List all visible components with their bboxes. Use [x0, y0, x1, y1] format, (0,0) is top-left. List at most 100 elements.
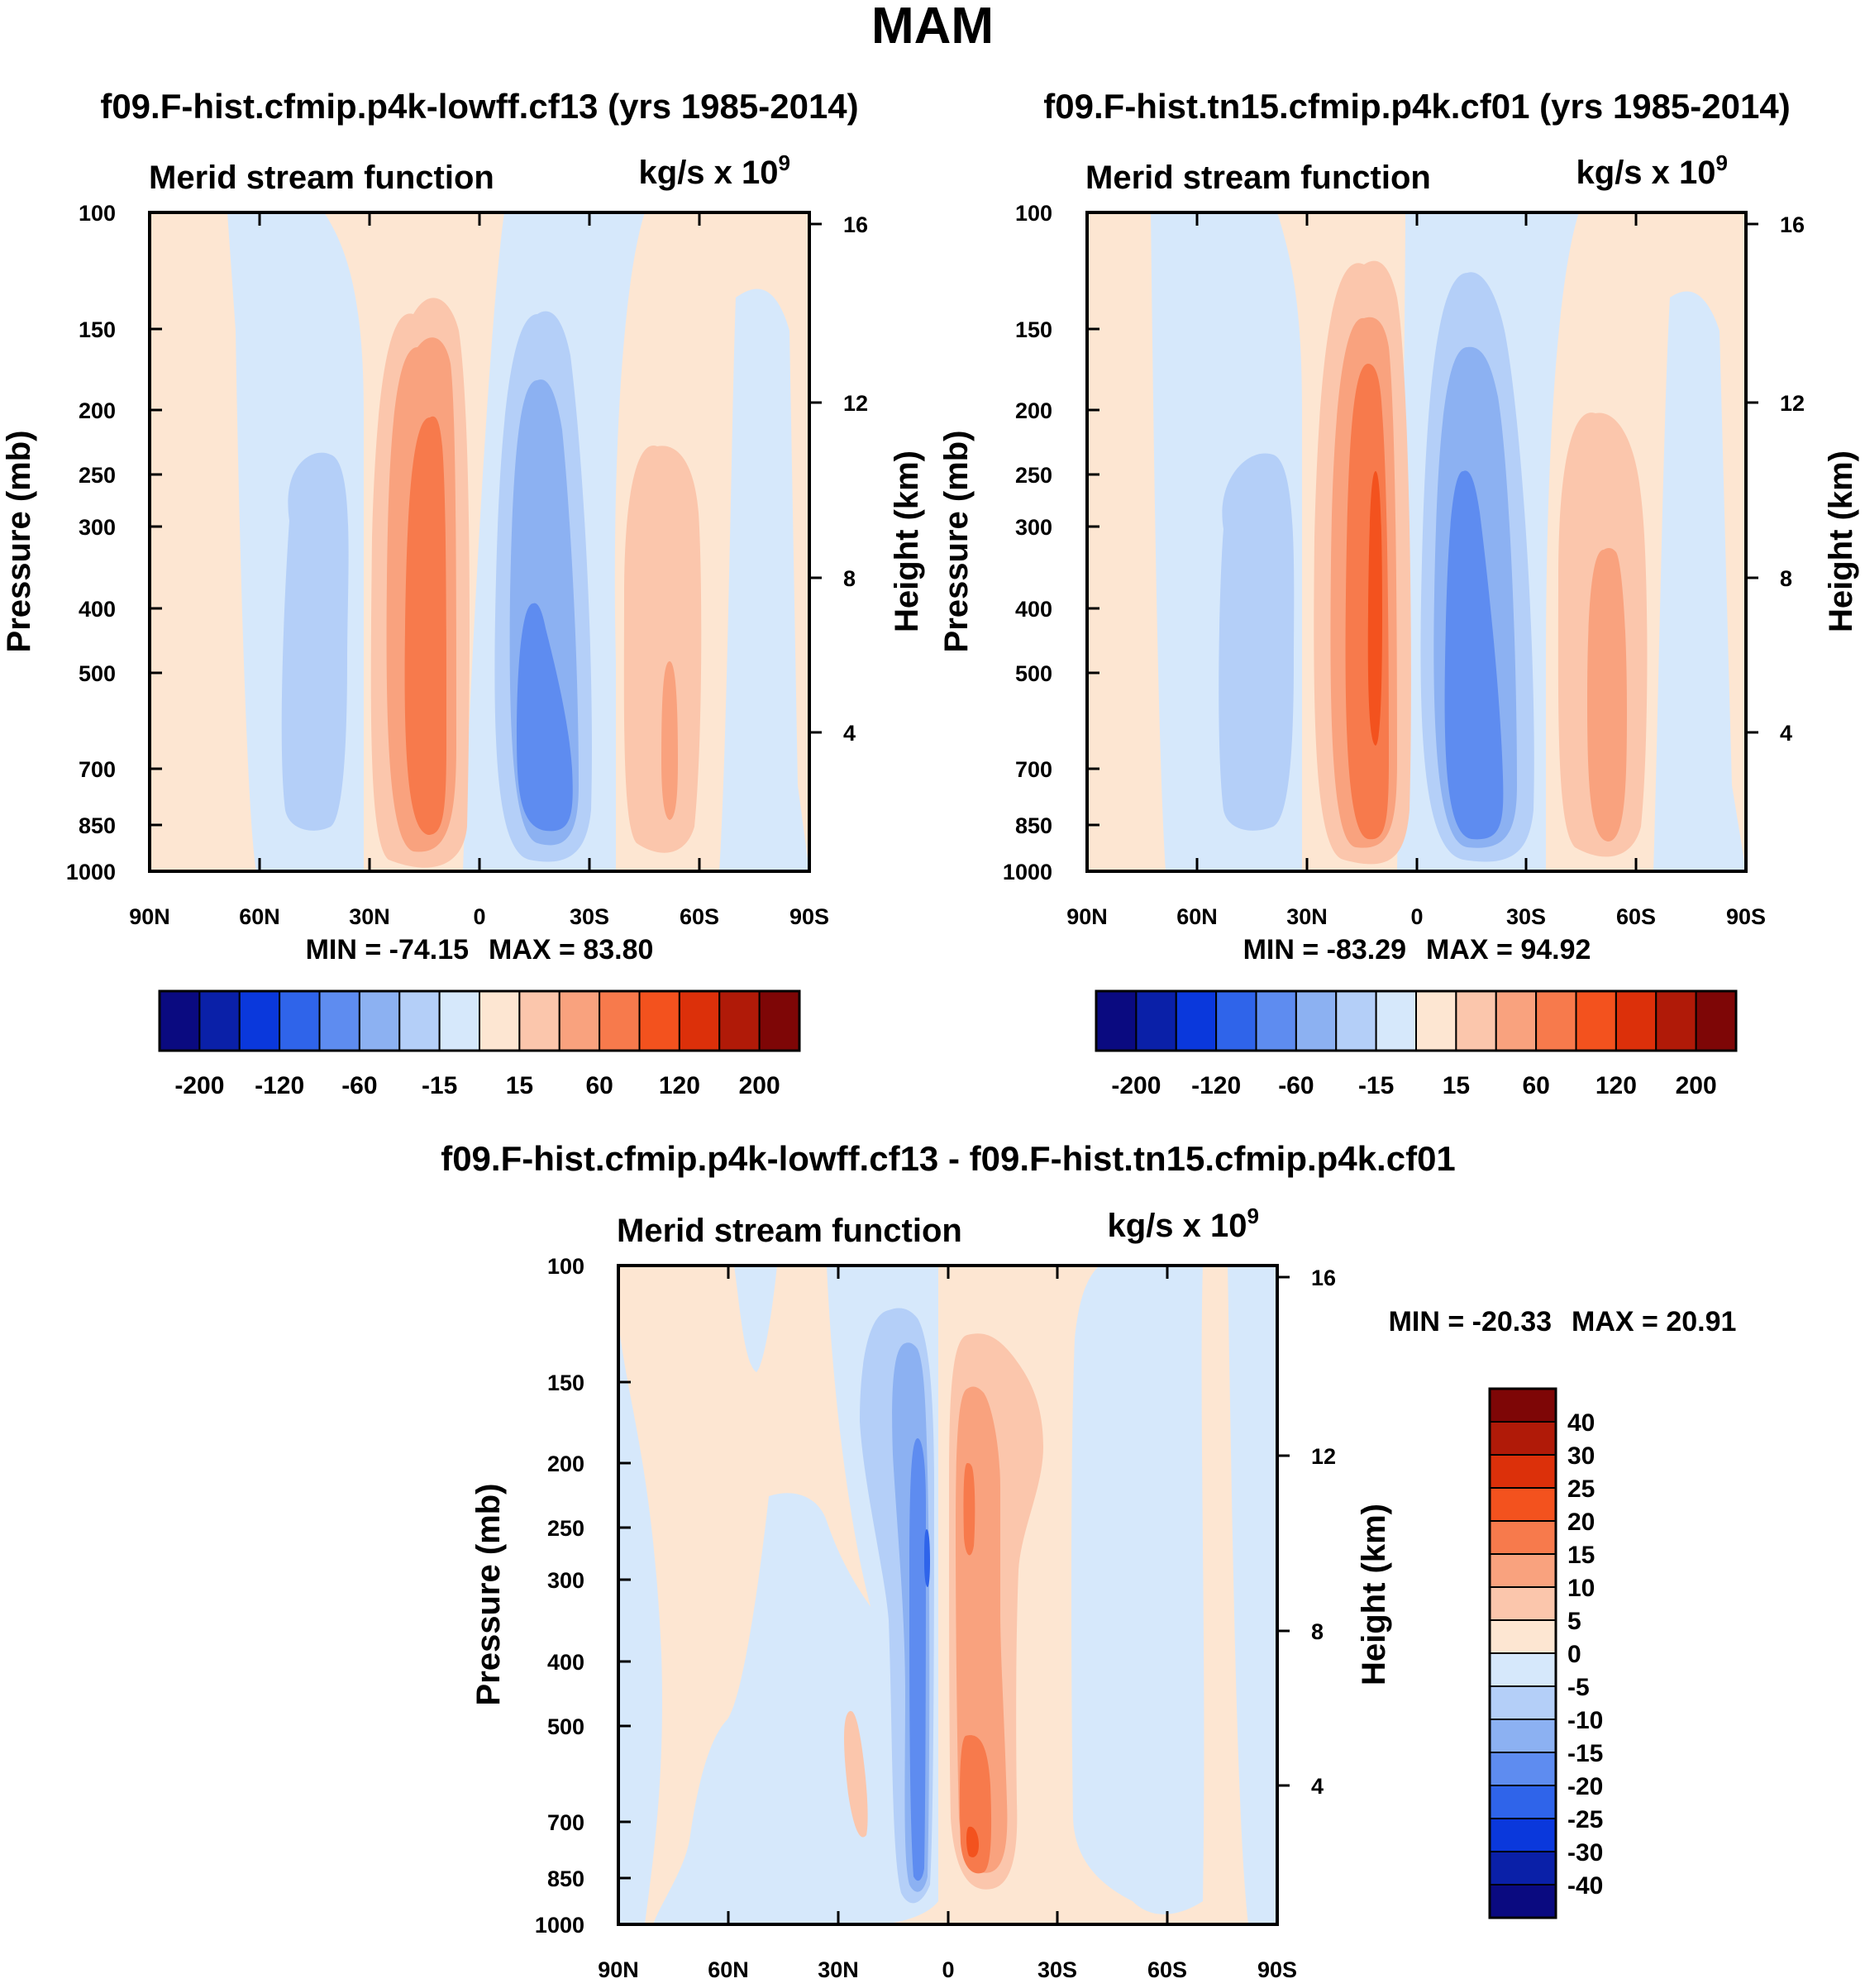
colorbar-label: 5 — [1567, 1608, 1581, 1635]
colorbar-box — [1489, 1520, 1557, 1555]
y2-tick-label: 16 — [1311, 1266, 1336, 1290]
colorbar-label: -200 — [1111, 1072, 1161, 1099]
colorbar-box — [1489, 1752, 1557, 1786]
panel-title: f09.F-hist.cfmip.p4k-lowff.cf13 - f09.F-… — [441, 1139, 1456, 1178]
colorbar-box — [358, 990, 401, 1051]
contour-pos-cell — [963, 1463, 975, 1556]
y-axis-label: Pressure (mb) — [1, 431, 37, 653]
units-text: kg/s x 10 — [1108, 1208, 1247, 1244]
colorbar-box — [1495, 990, 1538, 1051]
y-tick-label: 700 — [79, 757, 116, 782]
y-tick-label: 1000 — [1003, 860, 1052, 884]
colorbar-label: 15 — [506, 1072, 533, 1099]
colorbar-label: 200 — [739, 1072, 780, 1099]
ticks — [618, 1266, 1290, 1924]
x-tick-label: 30S — [1037, 1957, 1077, 1982]
y2-tick-label: 4 — [1311, 1774, 1324, 1799]
colorbar-box — [758, 990, 800, 1051]
y-tick-label: 100 — [79, 201, 116, 226]
colorbar-label: 120 — [659, 1072, 700, 1099]
y2-axis: 16 12 8 4 — [1780, 212, 1805, 746]
contour-neg-cell — [1444, 470, 1504, 840]
y-tick-label: 400 — [79, 597, 116, 622]
y-tick-label: 250 — [79, 463, 116, 488]
colorbar-box — [318, 990, 360, 1051]
contour-pos-cell — [404, 416, 446, 835]
colorbar-box — [198, 990, 241, 1051]
y2-tick-label: 8 — [1780, 566, 1792, 591]
min-max-label: MIN = -83.29 MAX = 94.92 — [1243, 934, 1591, 965]
y2-axis: 16 12 8 4 — [843, 212, 868, 746]
contour-neg-band — [719, 288, 809, 871]
units-label: kg/s x 109 — [1108, 1204, 1259, 1244]
colorbar-box — [438, 990, 480, 1051]
x-tick-label: 90N — [598, 1957, 639, 1982]
contour-neg-band — [1071, 1266, 1204, 1914]
colorbar-box — [1489, 1388, 1557, 1423]
y-tick-label: 400 — [1015, 597, 1052, 622]
colorbar-frame — [1095, 989, 1738, 1052]
colorbar-label: 60 — [585, 1072, 613, 1099]
colorbar-box — [1695, 990, 1737, 1051]
colorbar: 40 30 25 20 15 10 5 0 -5 -10 -15 -20 -25 -30 -40 — [1488, 1387, 1603, 1919]
contour-pos-cell — [1367, 471, 1382, 746]
contour-neg-band — [1653, 291, 1746, 871]
colorbar-box — [238, 990, 281, 1051]
x-axis: 90N 60N 30N 0 30S 60S 90S — [1066, 904, 1766, 929]
colorbar-box — [1335, 990, 1377, 1051]
y-tick-label: 500 — [79, 661, 116, 686]
colorbar-box — [718, 990, 761, 1051]
x-tick-label: 90S — [1726, 904, 1766, 929]
colorbar-label: 40 — [1567, 1409, 1595, 1437]
y-axis-label: Pressure (mb) — [938, 431, 975, 653]
x-tick-label: 60S — [1616, 904, 1656, 929]
colorbar-label: -120 — [1191, 1072, 1241, 1099]
colorbar-label: -10 — [1567, 1707, 1603, 1734]
colorbar-label: -30 — [1567, 1839, 1603, 1866]
colorbar-box — [1489, 1818, 1557, 1852]
colorbar-box — [1489, 1553, 1557, 1588]
contour-neg-cell — [924, 1529, 930, 1587]
colorbar-label: -120 — [255, 1072, 304, 1099]
figure-title: MAM — [871, 0, 994, 55]
y-tick-label: 1000 — [535, 1913, 584, 1938]
contour-neg-band — [1228, 1266, 1277, 1924]
y-tick-label: 850 — [79, 813, 116, 838]
contour-neg-cell — [517, 603, 573, 832]
contour-pos-cell — [966, 1826, 979, 1857]
subtitle-left: Merid stream function — [617, 1213, 962, 1249]
y-tick-label: 200 — [1015, 398, 1052, 423]
colorbar-box — [518, 990, 560, 1051]
y2-tick-label: 4 — [843, 721, 856, 746]
contour-pos-cell — [1587, 548, 1627, 841]
y2-tick-label: 12 — [1780, 391, 1805, 416]
colorbar-box — [1135, 990, 1177, 1051]
colorbar-label: -20 — [1567, 1773, 1603, 1800]
x-axis: 90N 60N 30N 0 30S 60S 90S — [129, 904, 829, 929]
colorbar-box — [1415, 990, 1457, 1051]
colorbar-label: -25 — [1567, 1806, 1603, 1833]
colorbar-box — [1255, 990, 1297, 1051]
contour-neg-band — [734, 1266, 777, 1372]
panel-2: f09.F-hist.tn15.cfmip.p4k.cf01 (yrs 1985… — [938, 87, 1859, 1099]
colorbar-box — [159, 990, 201, 1051]
y2-tick-label: 4 — [1780, 721, 1792, 746]
contour-neg-cell — [1219, 453, 1295, 831]
colorbar-label: -15 — [1567, 1740, 1603, 1767]
ticks — [1087, 212, 1758, 871]
y-tick-label: 200 — [547, 1452, 584, 1476]
units-label: kg/s x 109 — [639, 150, 790, 191]
colorbar-box — [1489, 1487, 1557, 1522]
subtitle-left: Merid stream function — [149, 160, 494, 196]
contour-plot — [1087, 212, 1746, 871]
y-tick-label: 150 — [547, 1371, 584, 1395]
y-tick-label: 850 — [1015, 813, 1052, 838]
colorbar-label: 30 — [1567, 1442, 1595, 1470]
x-tick-label: 0 — [1410, 904, 1423, 929]
x-axis: 90N 60N 30N 0 30S 60S 90S — [598, 1957, 1297, 1982]
x-tick-label: 90N — [129, 904, 170, 929]
y2-axis: 16 12 8 4 — [1311, 1266, 1336, 1799]
colorbar-box — [279, 990, 321, 1051]
colorbar-box — [1655, 990, 1697, 1051]
